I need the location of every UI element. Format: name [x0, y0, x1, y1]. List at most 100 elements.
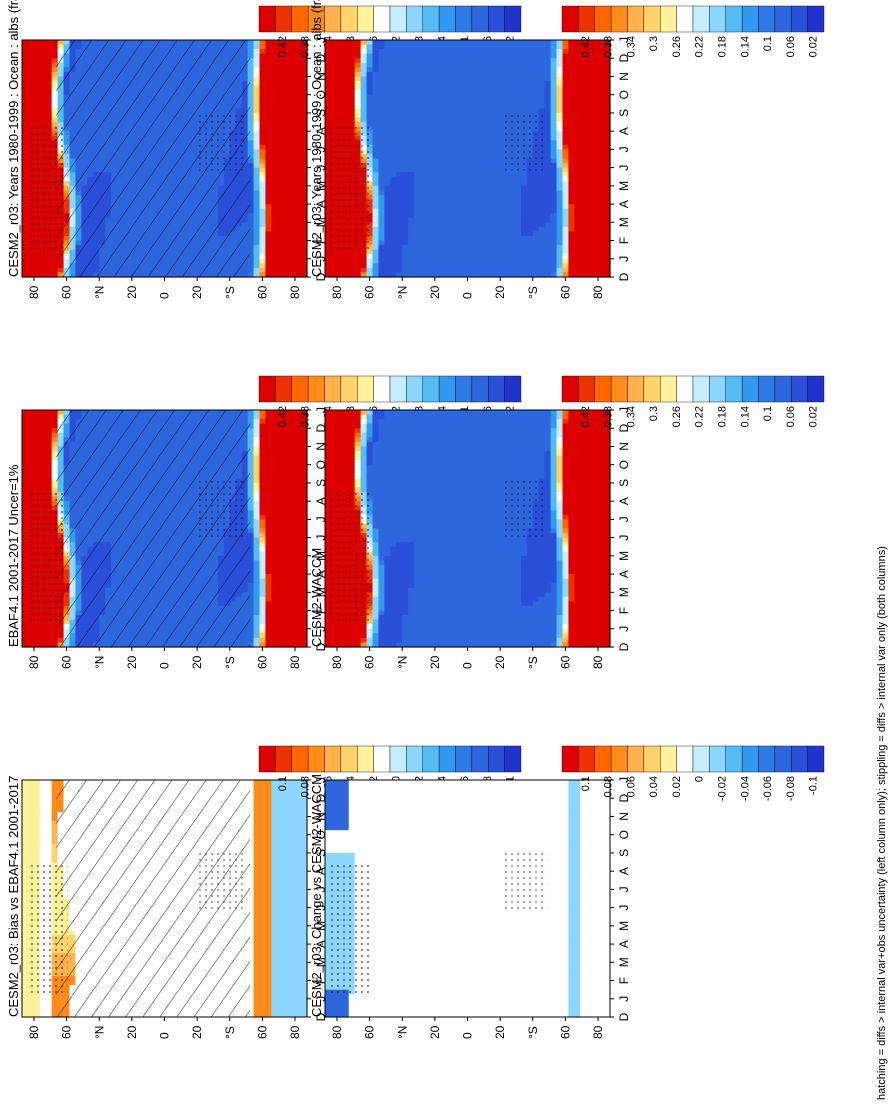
heatmap-cell	[390, 112, 397, 119]
heatmap-cell	[479, 85, 486, 91]
heatmap-cell	[562, 49, 570, 55]
heatmap-cell	[526, 258, 534, 264]
heatmap-cell	[325, 240, 332, 246]
heatmap-cell	[455, 40, 463, 46]
heatmap-cell	[372, 58, 380, 64]
heatmap-cell	[384, 153, 391, 160]
heatmap-cell	[247, 71, 255, 78]
heatmap-cell	[479, 231, 486, 237]
heatmap-cell	[443, 240, 451, 246]
heatmap-cell	[420, 267, 427, 274]
heatmap-cell	[253, 71, 261, 78]
heatmap-cell	[586, 158, 593, 164]
heatmap-cell	[443, 235, 451, 242]
heatmap-cell	[568, 226, 575, 233]
heatmap-cell	[568, 185, 575, 192]
heatmap-cell	[22, 144, 29, 150]
heatmap-cell	[420, 185, 427, 192]
heatmap-cell	[301, 213, 308, 219]
heatmap-cell	[568, 67, 575, 73]
heatmap-cell	[431, 222, 439, 228]
heatmap-cell	[325, 117, 332, 123]
heatmap-cell	[384, 185, 391, 192]
heatmap-cell	[283, 213, 290, 219]
heatmap-cell	[497, 135, 504, 141]
heatmap-cell	[467, 126, 475, 132]
heatmap-cell	[491, 90, 498, 96]
heatmap-cell	[289, 185, 296, 192]
heatmap-cell	[414, 135, 421, 141]
heatmap-cell	[384, 213, 391, 219]
heatmap-cell	[586, 231, 593, 237]
heatmap-cell	[467, 122, 475, 128]
heatmap-cell	[556, 172, 564, 178]
heatmap-cell	[431, 99, 439, 105]
heatmap-cell	[402, 58, 409, 64]
heatmap-cell	[420, 140, 427, 146]
heatmap-cell	[556, 126, 564, 132]
heatmap-cell	[473, 67, 480, 73]
heatmap-cell	[449, 199, 457, 205]
heatmap-cell	[301, 135, 308, 141]
heatmap-cell	[437, 76, 445, 82]
heatmap-cell	[295, 112, 302, 119]
heatmap-cell	[532, 99, 540, 105]
heatmap-cell	[378, 222, 385, 228]
heatmap-cell	[497, 245, 504, 251]
heatmap-cell	[378, 199, 385, 205]
heatmap-cell	[520, 226, 528, 233]
heatmap-cell	[556, 240, 564, 246]
heatmap-cell	[271, 213, 278, 219]
heatmap-cell	[509, 90, 516, 96]
heatmap-cell	[497, 144, 504, 150]
heatmap-cell	[45, 254, 53, 260]
heatmap-cell	[431, 231, 439, 237]
heatmap-cell	[455, 44, 463, 50]
heatmap-cell	[360, 112, 368, 119]
heatmap-cell	[22, 222, 29, 228]
heatmap-cell	[473, 140, 480, 146]
heatmap-cell	[283, 67, 290, 73]
heatmap-cell	[384, 226, 391, 233]
heatmap-cell	[372, 204, 380, 210]
heatmap-cell	[22, 254, 29, 260]
heatmap-cell	[348, 94, 356, 100]
heatmap-cell	[259, 249, 267, 255]
heatmap-cell	[283, 90, 290, 96]
heatmap-cell	[259, 99, 267, 105]
heatmap-cell	[283, 199, 290, 205]
heatmap-cell	[348, 67, 356, 73]
heatmap-cell	[431, 122, 439, 128]
heatmap-cell	[22, 44, 29, 50]
heatmap-cell	[342, 49, 350, 55]
heatmap-cell	[431, 149, 439, 155]
heatmap-cell	[544, 149, 552, 155]
heatmap-cell	[515, 199, 522, 205]
heatmap-cell	[449, 126, 457, 132]
heatmap-cell	[497, 131, 504, 137]
heatmap-cell	[592, 135, 599, 141]
heatmap-cell	[253, 103, 261, 109]
heatmap-cell	[497, 190, 504, 196]
heatmap-cell	[51, 112, 59, 119]
heatmap-cell	[390, 181, 397, 187]
heatmap-cell	[289, 140, 296, 146]
heatmap-cell	[520, 40, 528, 46]
month-tick-label: A	[314, 200, 328, 208]
heatmap-cell	[497, 44, 504, 50]
heatmap-cell	[520, 254, 528, 260]
heatmap-cell	[461, 213, 469, 219]
heatmap-cell	[503, 49, 510, 55]
heatmap-cell	[414, 53, 421, 59]
heatmap-cell	[509, 44, 516, 50]
heatmap-cell	[592, 44, 599, 50]
heatmap-cell	[455, 167, 463, 173]
heatmap-cell	[592, 226, 599, 233]
heatmap-cell	[437, 149, 445, 155]
heatmap-cell	[491, 235, 498, 242]
heatmap-cell	[532, 67, 540, 73]
heatmap-cell	[425, 199, 433, 205]
heatmap-cell	[538, 267, 546, 274]
heatmap-cell	[544, 235, 552, 242]
heatmap-cell	[295, 149, 302, 155]
